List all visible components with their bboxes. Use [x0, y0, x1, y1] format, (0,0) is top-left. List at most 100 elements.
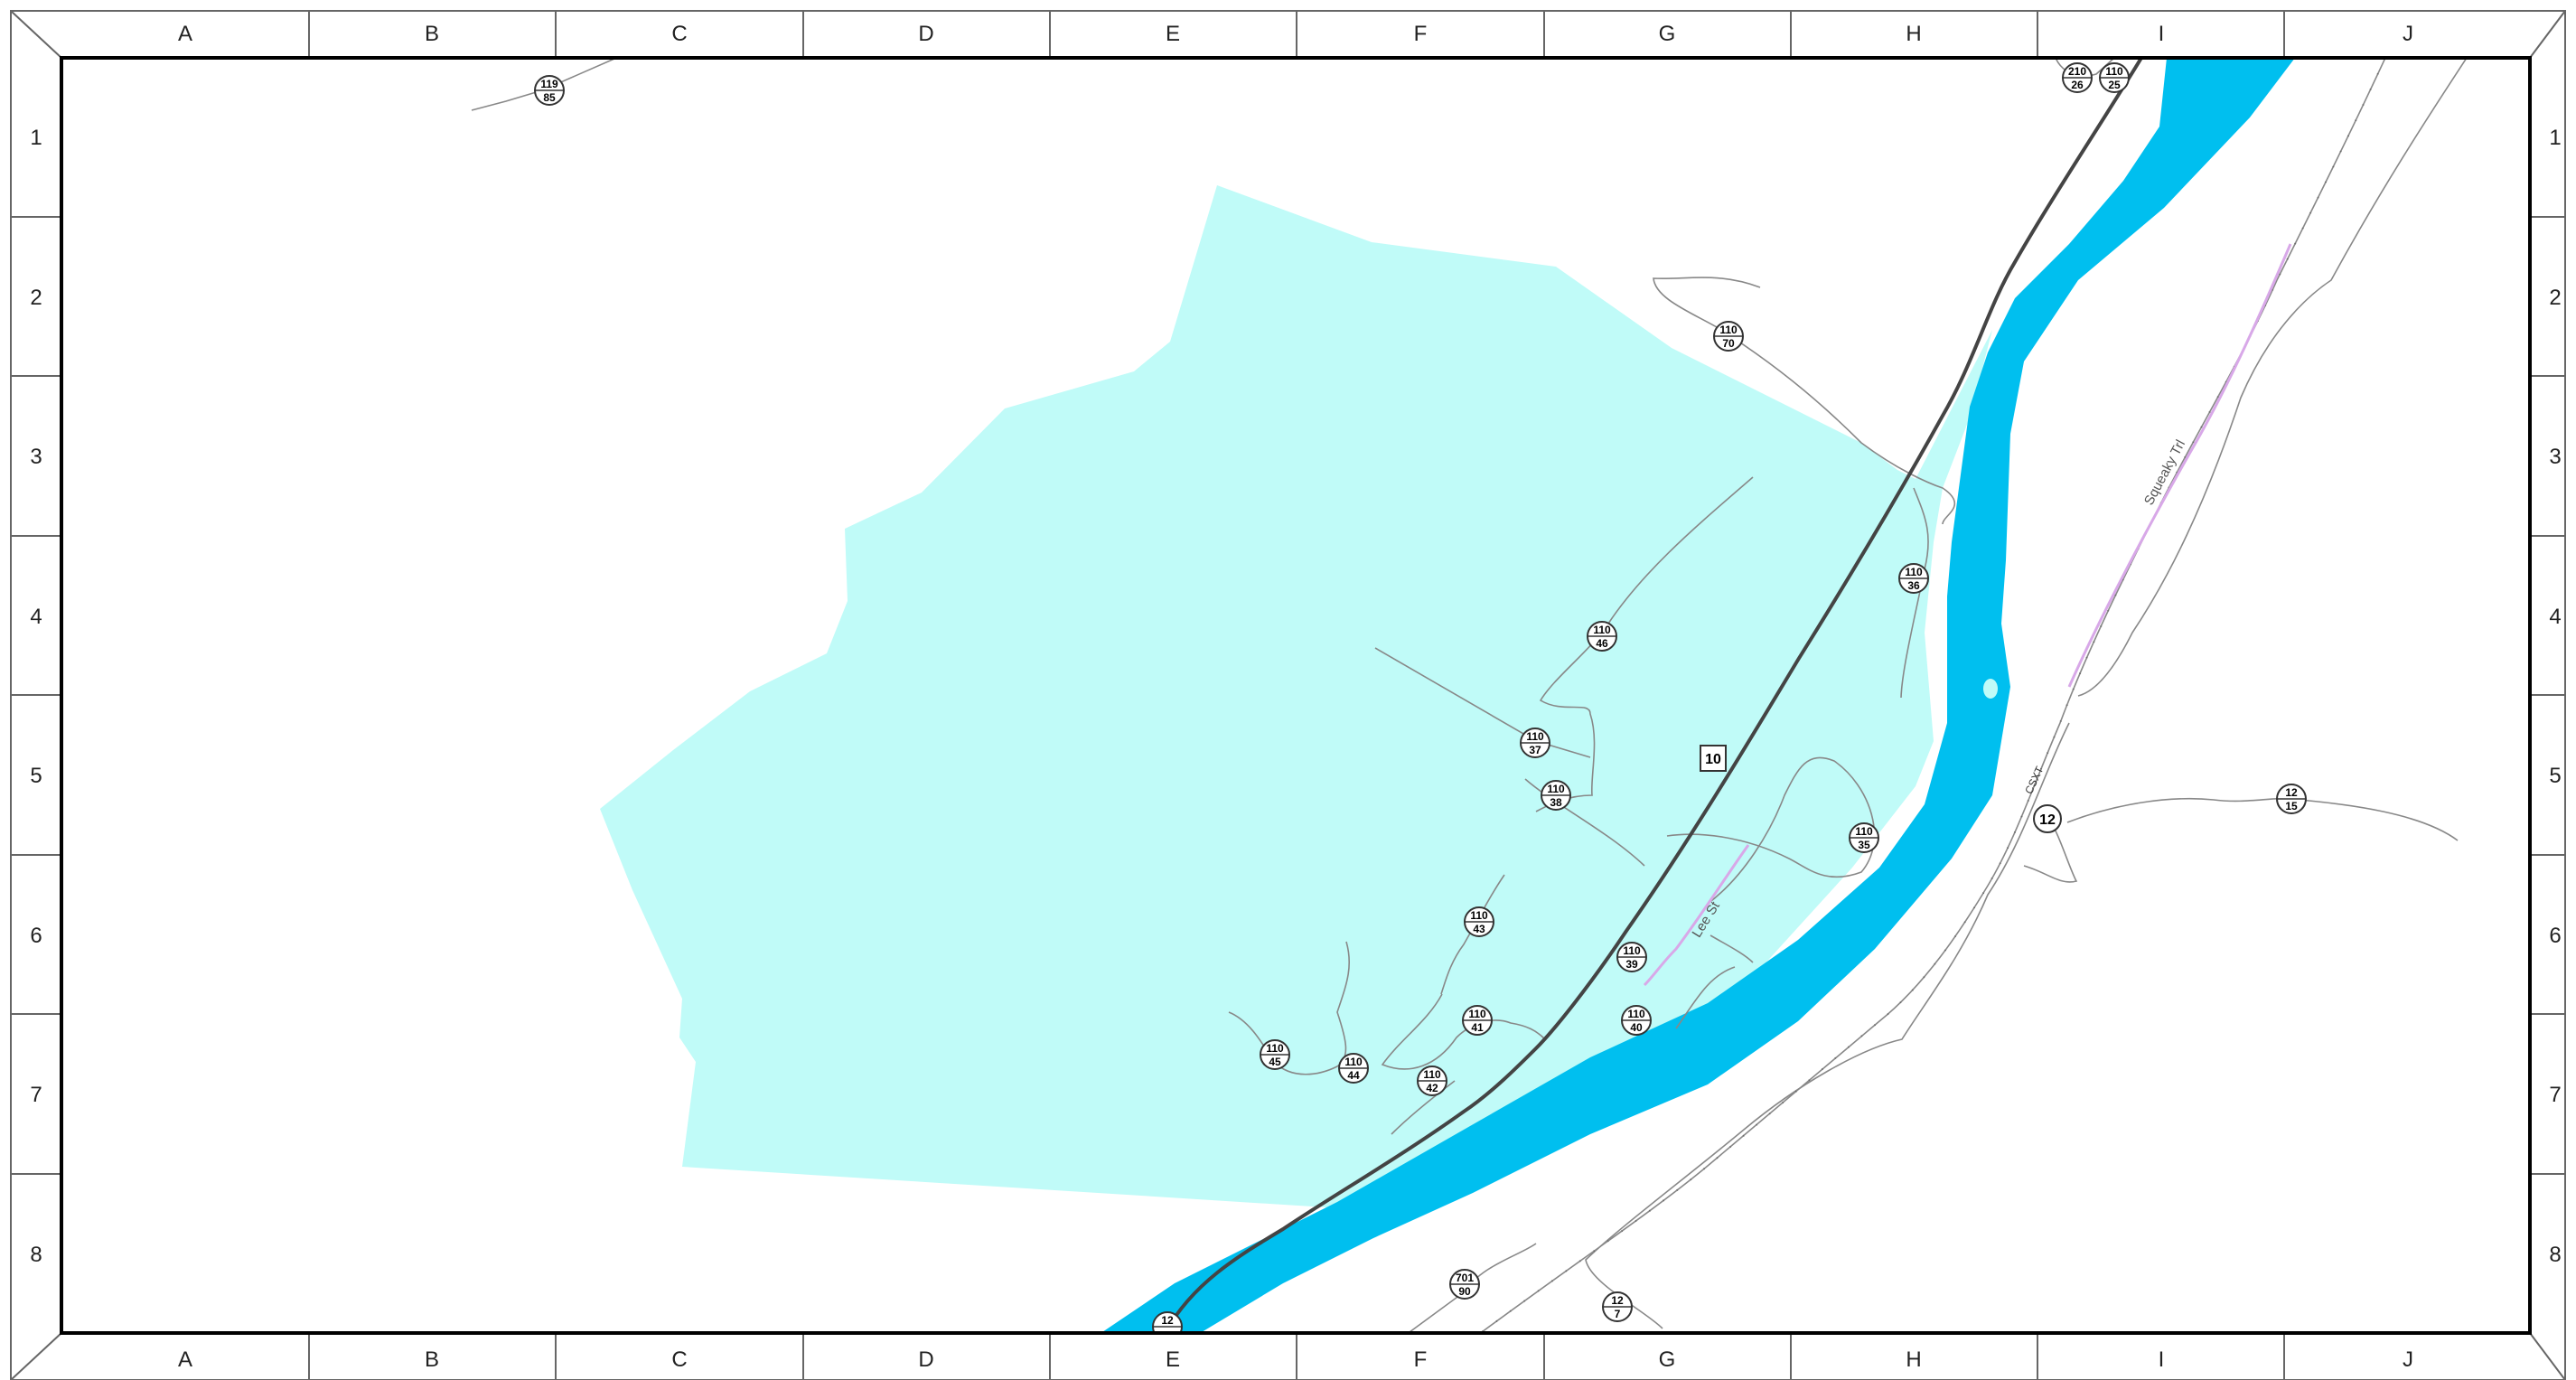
- svg-text:110: 110: [1344, 1056, 1363, 1068]
- row-dividers: [11, 216, 2565, 1175]
- highway-12-shield[interactable]: 12: [2033, 804, 2062, 833]
- route-marker-110-44[interactable]: 110 44: [1338, 1053, 1369, 1084]
- svg-text:12: 12: [2039, 812, 2056, 828]
- row-label-3-right: 3: [2549, 445, 2561, 469]
- row-label-1-right: 1: [2549, 126, 2561, 150]
- river-island: [1983, 679, 1998, 699]
- svg-text:110: 110: [1547, 783, 1565, 795]
- col-label-b-top: B: [425, 22, 439, 46]
- svg-text:70: 70: [1722, 337, 1735, 350]
- svg-text:38: 38: [1550, 796, 1562, 809]
- row-label-1-left: 1: [30, 126, 42, 150]
- svg-text:12: 12: [1611, 1294, 1624, 1307]
- col-label-j-bottom: J: [2403, 1347, 2413, 1372]
- svg-text:110: 110: [1855, 825, 1873, 838]
- svg-text:40: 40: [1630, 1021, 1643, 1034]
- map-frame: [60, 56, 2532, 1335]
- row-label-6-right: 6: [2549, 924, 2561, 948]
- row-labels-right: 1 2 3 4 5 6 7 8: [2549, 126, 2561, 1267]
- row-label-8-left: 8: [30, 1243, 42, 1267]
- col-label-f-top: F: [1414, 22, 1428, 46]
- route-marker-110-39[interactable]: 110 39: [1616, 942, 1647, 972]
- svg-text:7: 7: [1615, 1308, 1621, 1320]
- svg-text:35: 35: [1858, 839, 1870, 851]
- route-marker-12-15[interactable]: 12 15: [2276, 784, 2307, 814]
- street-squeaky-trl: [2067, 243, 2292, 688]
- svg-text:46: 46: [1596, 637, 1608, 650]
- row-label-2-right: 2: [2549, 286, 2561, 310]
- svg-text:12: 12: [1161, 1314, 1174, 1327]
- route-marker-110-37[interactable]: 110 37: [1520, 728, 1550, 758]
- col-label-f-bottom: F: [1414, 1347, 1428, 1372]
- col-label-i-top: I: [2159, 22, 2165, 46]
- label-csxt: CSXT: [2022, 764, 2046, 796]
- col-label-d-bottom: D: [918, 1347, 933, 1372]
- svg-text:110: 110: [1627, 1008, 1645, 1020]
- route-marker-110-46[interactable]: 110 46: [1587, 621, 1617, 652]
- svg-text:110: 110: [1593, 624, 1611, 636]
- row-label-5-left: 5: [30, 764, 42, 788]
- svg-text:110: 110: [1623, 944, 1641, 957]
- row-labels-left: 1 2 3 4 5 6 7 8: [30, 126, 42, 1267]
- route-marker-110-45[interactable]: 110 45: [1260, 1039, 1290, 1070]
- svg-text:110: 110: [1266, 1042, 1284, 1055]
- col-label-d-top: D: [918, 22, 933, 46]
- column-labels-top: A B C D E F G H I J: [178, 22, 2413, 46]
- row-label-3-left: 3: [30, 445, 42, 469]
- highway-10-shield[interactable]: 10: [1700, 745, 1727, 772]
- route-marker-110-35[interactable]: 110 35: [1849, 822, 1879, 853]
- col-label-e-top: E: [1166, 22, 1180, 46]
- col-label-e-bottom: E: [1166, 1347, 1180, 1372]
- row-label-2-left: 2: [30, 286, 42, 310]
- column-dividers: [308, 11, 2285, 1380]
- route-marker-110-43[interactable]: 110 43: [1464, 906, 1494, 937]
- route-marker-12-7[interactable]: 12 7: [1602, 1291, 1633, 1322]
- svg-text:110: 110: [1905, 566, 1923, 578]
- svg-text:26: 26: [2071, 79, 2084, 91]
- svg-text:39: 39: [1625, 958, 1638, 971]
- svg-text:37: 37: [1529, 744, 1541, 756]
- svg-text:110: 110: [1719, 324, 1738, 336]
- svg-text:10: 10: [1705, 752, 1721, 767]
- route-marker-110-42[interactable]: 110 42: [1417, 1066, 1447, 1096]
- column-labels-bottom: A B C D E F G H I J: [178, 1347, 2413, 1372]
- svg-text:701: 701: [1456, 1272, 1474, 1284]
- svg-text:45: 45: [1269, 1056, 1281, 1068]
- route-marker-110-36[interactable]: 110 36: [1898, 563, 1929, 594]
- svg-text:36: 36: [1907, 579, 1920, 592]
- route-marker-110-25[interactable]: 110 25: [2099, 62, 2130, 93]
- route-marker-110-41[interactable]: 110 41: [1462, 1005, 1493, 1036]
- route-marker-119-85[interactable]: 119 85: [534, 75, 565, 106]
- route-marker-210-26[interactable]: 210 26: [2062, 62, 2093, 93]
- col-label-i-bottom: I: [2159, 1347, 2165, 1372]
- svg-text:43: 43: [1473, 923, 1485, 935]
- svg-text:85: 85: [543, 91, 556, 104]
- railroad-csxt: [1481, 59, 2386, 1332]
- col-label-g-bottom: G: [1659, 1347, 1676, 1372]
- col-label-c-top: C: [671, 22, 687, 46]
- route-marker-12-bottom[interactable]: 12: [1152, 1311, 1183, 1341]
- row-label-6-left: 6: [30, 924, 42, 948]
- route-marker-701-90[interactable]: 701 90: [1449, 1269, 1480, 1300]
- route-marker-110-40[interactable]: 110 40: [1621, 1005, 1652, 1036]
- highway-10: [1164, 59, 2143, 1332]
- map-body[interactable]: 10 12 119 85 210 26 110 25 110 70: [471, 58, 2468, 1341]
- route-marker-110-38[interactable]: 110 38: [1541, 780, 1571, 811]
- svg-text:25: 25: [2108, 79, 2121, 91]
- svg-text:42: 42: [1426, 1082, 1438, 1094]
- row-label-4-right: 4: [2549, 605, 2561, 629]
- col-label-a-bottom: A: [178, 1347, 192, 1372]
- svg-text:210: 210: [2068, 65, 2086, 78]
- svg-text:110: 110: [2105, 65, 2123, 78]
- river: [1102, 59, 2295, 1332]
- svg-text:15: 15: [2285, 800, 2298, 812]
- col-label-g-top: G: [1659, 22, 1676, 46]
- col-label-b-bottom: B: [425, 1347, 439, 1372]
- svg-text:110: 110: [1470, 909, 1488, 922]
- svg-text:44: 44: [1347, 1069, 1360, 1082]
- route-marker-110-70[interactable]: 110 70: [1713, 321, 1744, 352]
- col-label-c-bottom: C: [671, 1347, 687, 1372]
- svg-text:110: 110: [1423, 1068, 1441, 1081]
- row-label-7-right: 7: [2549, 1083, 2561, 1107]
